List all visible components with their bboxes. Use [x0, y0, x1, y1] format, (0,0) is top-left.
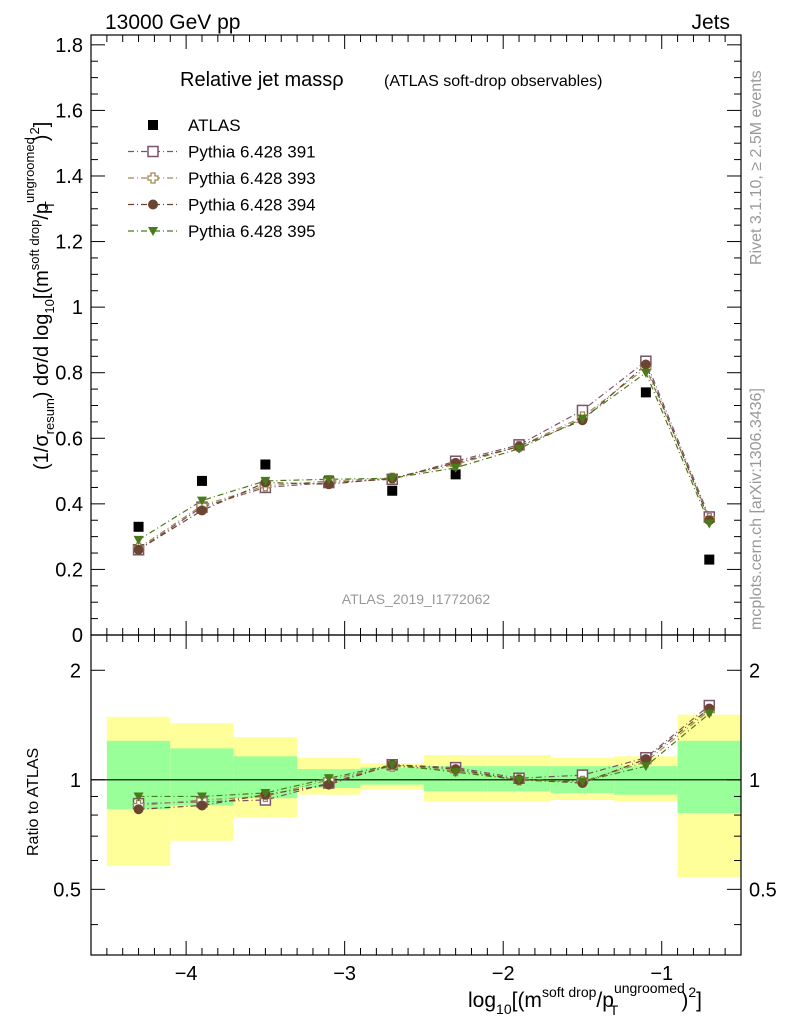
y-tick-label: 1 — [72, 297, 83, 319]
y-tick-label: 1.4 — [55, 166, 83, 188]
ratio-y-tick-label: 1 — [70, 770, 81, 792]
data-point-marker — [196, 505, 207, 516]
main-ylabel: (1/σresum) dσ/d log10[(msoft drop/pungro… — [22, 122, 57, 470]
title-main: Relative jet massρ — [180, 69, 344, 91]
title-sub: (ATLAS soft-drop observables) — [384, 73, 602, 90]
data-point-marker — [133, 544, 144, 555]
data-point-marker — [640, 754, 651, 765]
data-point-marker — [147, 145, 159, 158]
data-point-marker — [704, 709, 715, 719]
data-point-marker — [450, 469, 461, 480]
x-tick-label: −3 — [333, 963, 356, 985]
data-point-marker — [148, 199, 158, 210]
y-tick-label: 0.8 — [55, 363, 83, 385]
ratio-series-line — [138, 708, 710, 810]
data-point-marker — [260, 788, 271, 798]
data-point-marker — [323, 779, 334, 790]
y-tick-label: 0.4 — [55, 494, 83, 516]
header-left: 13000 GeV pp — [105, 11, 240, 34]
data-point-marker — [323, 774, 334, 784]
series-line — [138, 363, 710, 551]
xlabel: log10[(msoft drop/pungroomed T)2] — [468, 980, 702, 1018]
legend-label: Pythia 6.428 393 — [188, 169, 316, 188]
data-point-marker — [514, 444, 525, 454]
data-point-marker — [450, 768, 461, 778]
data-point-marker — [133, 804, 144, 815]
data-point-marker — [640, 368, 651, 378]
mcplots-label: mcplots.cern.ch [arXiv:1306.3436] — [748, 388, 765, 630]
x-tick-label: −4 — [175, 963, 198, 985]
data-point-marker — [133, 521, 144, 532]
data-point-marker — [196, 475, 207, 486]
data-point-marker — [196, 800, 207, 811]
y-tick-label: 0.6 — [55, 428, 83, 450]
data-point-marker — [387, 474, 398, 484]
ratio-y-tick-label: 1 — [749, 770, 760, 792]
legend-label: Pythia 6.428 395 — [188, 222, 316, 241]
series-line — [138, 360, 710, 551]
data-point-marker — [148, 227, 158, 236]
y-tick-label: 0 — [72, 625, 83, 647]
ratio-y-tick-label: 0.5 — [749, 879, 777, 901]
data-point-marker — [323, 475, 334, 485]
rivet-label: Rivet 3.1.10, ≥ 2.5M events — [748, 70, 765, 265]
y-tick-label: 0.2 — [55, 559, 83, 581]
svg-text:(1/σresum) dσ/d log10[(msoft d: (1/σresum) dσ/d log10[(msoft drop/pungro… — [22, 122, 57, 470]
y-tick-label: 1.8 — [55, 35, 83, 57]
data-point-marker — [514, 775, 525, 785]
ratio-ylabel: Ratio to ATLAS — [25, 748, 42, 856]
data-point-marker — [148, 120, 158, 130]
legend-label: Pythia 6.428 391 — [188, 143, 316, 162]
data-point-marker — [704, 519, 715, 529]
data-point-marker — [640, 387, 651, 398]
data-point-marker — [387, 760, 398, 770]
data-point-marker — [133, 792, 144, 802]
ratio-y-tick-label: 0.5 — [53, 879, 81, 901]
ratio-series-line — [138, 705, 710, 805]
data-point-marker — [577, 777, 588, 787]
uncertainty-band-green — [677, 740, 741, 814]
data-point-marker — [196, 792, 207, 802]
y-tick-label: 1.2 — [55, 232, 83, 254]
series-line — [138, 366, 710, 549]
legend-label: Pythia 6.428 394 — [188, 196, 316, 215]
legend-label: ATLAS — [188, 116, 241, 135]
ratio-y-tick-label: 2 — [70, 660, 81, 682]
data-point-marker — [640, 359, 651, 370]
main-title: Relative jet massρ (ATLAS soft-drop obse… — [180, 69, 602, 91]
data-point-marker — [387, 485, 398, 496]
data-point-marker — [640, 762, 651, 772]
header-right: Jets — [691, 11, 730, 34]
data-point-marker — [196, 496, 207, 506]
data-point-marker — [260, 459, 271, 470]
analysis-watermark: ATLAS_2019_I1772062 — [342, 591, 491, 607]
data-point-marker — [577, 414, 588, 424]
y-tick-label: 1.6 — [55, 100, 83, 122]
x-tick-label: −1 — [650, 963, 673, 985]
x-tick-label: −2 — [492, 963, 515, 985]
ratio-series-line — [138, 713, 710, 798]
svg-text:log10[(msoft drop/pungroomedT): log10[(msoft drop/pungroomed T)2] — [468, 980, 702, 1018]
ratio-plot-frame — [90, 634, 742, 956]
data-point-marker — [260, 476, 271, 486]
ratio-y-tick-label: 2 — [749, 660, 760, 682]
data-point-marker — [147, 172, 159, 184]
data-point-marker — [704, 554, 715, 565]
data-point-marker — [133, 535, 144, 545]
series-line — [138, 371, 710, 541]
data-point-marker — [450, 463, 461, 473]
